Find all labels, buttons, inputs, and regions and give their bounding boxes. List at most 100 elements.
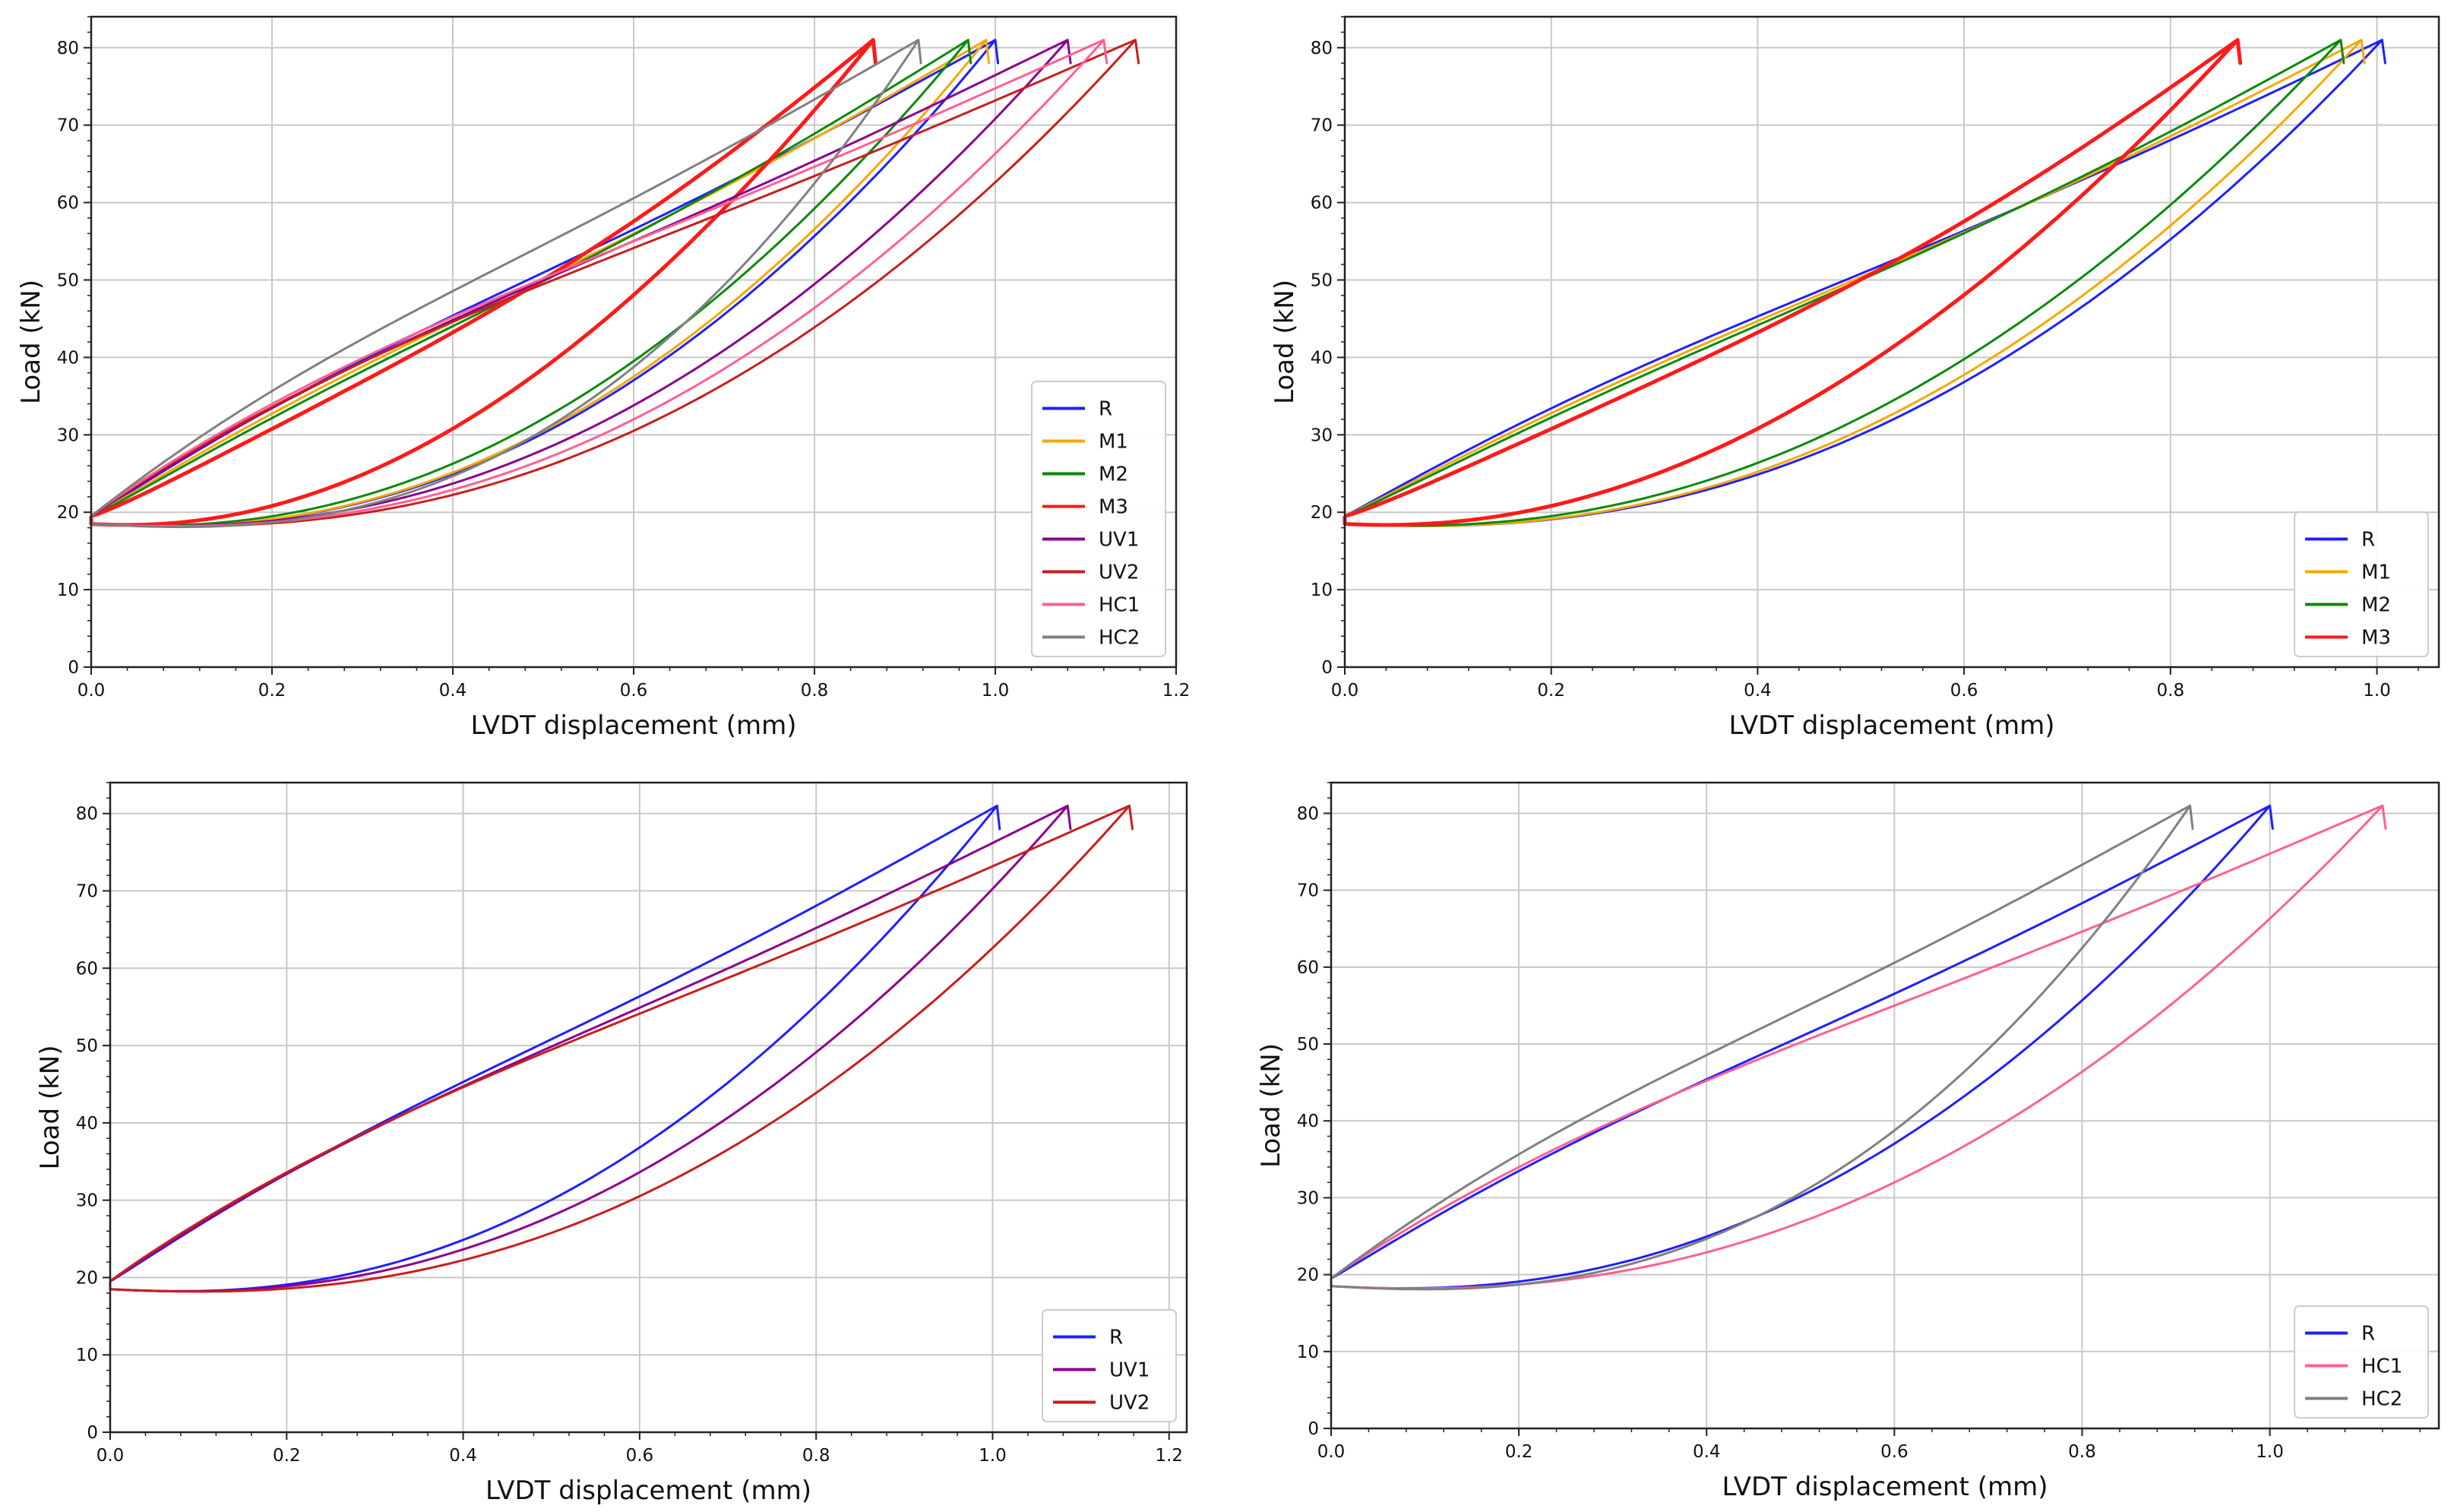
x-tick-label: 0.0 (96, 1446, 125, 1466)
x-tick-label: 1.2 (1162, 681, 1191, 701)
legend-label-hc2: HC2 (2361, 1388, 2402, 1411)
series-line-hc2 (1330, 804, 2194, 1291)
x-tick-label: 0.2 (258, 681, 286, 701)
y-tick-label: 50 (1297, 1035, 1319, 1055)
series-line-m3 (89, 38, 878, 527)
y-tick-label: 80 (1311, 39, 1333, 59)
series-line-r (1343, 39, 2386, 527)
plot-frame (90, 15, 1178, 669)
plot-frame (109, 781, 1188, 1434)
y-tick-label: 30 (76, 1191, 98, 1211)
y-tick-label: 60 (57, 194, 79, 214)
plot-frame (1330, 781, 2440, 1430)
x-tick-label: 1.0 (2256, 1442, 2284, 1462)
y-axis-label: Load (kN) (1256, 1043, 1286, 1168)
x-tick-label: 0.2 (1505, 1442, 1533, 1462)
legend-label-r: R (2361, 529, 2375, 552)
y-tick-label: 0 (68, 658, 79, 678)
series-line-uv2 (109, 805, 1134, 1293)
y-tick-label: 30 (1311, 425, 1333, 445)
x-tick-label: 0.6 (626, 1446, 654, 1466)
legend-label-r: R (1109, 1327, 1123, 1349)
chart-panel-bottom-left: 0.0 0.2 0.4 0.6 0.8 1.0 1.2 0 10 20 30 40 50 60 70 80 LV… (35, 781, 1188, 1506)
legend-box (2294, 511, 2429, 657)
legend-label-m3: M3 (1099, 496, 1128, 519)
legend: R HC1 HC2 (2294, 1305, 2429, 1419)
x-tick-label: 0.0 (77, 681, 106, 701)
series-line-m1 (1343, 39, 2366, 527)
plot-frame (1343, 15, 2440, 669)
x-tick-label: 0.6 (620, 681, 648, 701)
x-tick-label: 0.4 (1744, 681, 1772, 701)
y-tick-label: 80 (57, 39, 79, 59)
chart-panel-top-left: 0.0 0.2 0.4 0.6 0.8 1.0 1.2 0 10 20 30 40 50 60 70 80 LV… (16, 15, 1191, 741)
y-tick-label: 60 (76, 959, 98, 979)
chart-panel-bottom-right: 0.0 0.2 0.4 0.6 0.8 1.0 0 10 20 30 40 50 60 70 80 LVDT … (1256, 781, 2440, 1502)
y-tick-label: 40 (57, 348, 79, 368)
y-tick-label: 10 (1297, 1343, 1319, 1362)
series-line-m2 (90, 39, 972, 527)
x-tick-label: 0.8 (801, 681, 829, 701)
y-tick-label: 40 (1297, 1112, 1319, 1131)
series-line-hc1 (90, 39, 1108, 527)
legend-label-m1: M1 (1099, 431, 1128, 454)
x-tick-label: 0.8 (2157, 681, 2185, 701)
y-tick-label: 40 (76, 1114, 98, 1134)
y-tick-label: 70 (57, 116, 79, 136)
series-line-m1 (90, 39, 991, 527)
x-tick-label: 0.4 (1693, 1442, 1721, 1462)
legend-label-m2: M2 (2361, 594, 2391, 617)
x-tick-label: 0.8 (2068, 1442, 2096, 1462)
y-tick-label: 20 (1311, 503, 1333, 523)
y-tick-label: 80 (1297, 804, 1319, 824)
x-tick-label: 0.6 (1880, 1442, 1909, 1462)
x-tick-label: 1.2 (1155, 1446, 1183, 1466)
legend-label-hc2: HC2 (1099, 627, 1140, 650)
y-tick-label: 0 (87, 1423, 98, 1443)
y-tick-label: 80 (76, 805, 98, 824)
x-axis-label: LVDT displacement (mm) (1729, 710, 2055, 741)
legend-label-r: R (1099, 398, 1112, 421)
y-tick-label: 60 (1297, 958, 1319, 978)
series-line-r (109, 805, 1001, 1292)
y-tick-label: 40 (1311, 348, 1333, 368)
y-tick-label: 10 (57, 580, 79, 600)
legend-label-uv1: UV1 (1109, 1359, 1150, 1382)
legend: R UV1 UV2 (1042, 1309, 1177, 1422)
y-axis-label: Load (kN) (35, 1045, 65, 1169)
chart-panel-top-right: 0.0 0.2 0.4 0.6 0.8 1.0 0 10 20 30 40 50 60 70 80 LVDT … (1270, 15, 2440, 741)
x-tick-label: 0.0 (1317, 1442, 1346, 1462)
x-axis-label: LVDT displacement (mm) (471, 710, 797, 741)
legend-label-r: R (2361, 1323, 2375, 1346)
y-tick-label: 70 (76, 882, 98, 902)
x-tick-label: 1.0 (979, 1446, 1007, 1466)
legend-label-uv1: UV1 (1099, 529, 1139, 552)
x-tick-label: 0.0 (1331, 681, 1359, 701)
legend-label-hc1: HC1 (2361, 1355, 2402, 1378)
legend-label-uv2: UV2 (1109, 1392, 1150, 1415)
y-axis-label: Load (kN) (16, 280, 46, 404)
legend-label-m1: M1 (2361, 561, 2391, 584)
legend: R M1 M2 M3 UV1 UV2 HC1 HC2 (1031, 381, 1166, 657)
x-tick-label: 0.6 (1950, 681, 1978, 701)
legend-box (1031, 381, 1166, 657)
x-tick-label: 1.0 (982, 681, 1010, 701)
x-tick-label: 0.4 (449, 1446, 477, 1466)
legend-label-hc1: HC1 (1099, 594, 1140, 617)
y-tick-label: 0 (1321, 658, 1333, 678)
series-line-hc2 (90, 39, 922, 529)
y-tick-label: 20 (1297, 1266, 1319, 1286)
y-tick-label: 20 (76, 1268, 98, 1288)
series-line-m3 (1343, 38, 2243, 527)
series-line-uv2 (90, 39, 1140, 528)
y-tick-label: 50 (57, 270, 79, 290)
y-tick-label: 70 (1311, 116, 1333, 136)
x-axis-label: LVDT displacement (mm) (485, 1476, 811, 1506)
y-tick-label: 0 (1308, 1419, 1319, 1439)
y-tick-label: 70 (1297, 881, 1319, 901)
y-tick-label: 10 (1311, 580, 1333, 600)
y-tick-label: 10 (76, 1346, 98, 1365)
x-tick-label: 0.2 (273, 1446, 301, 1466)
series-line-hc1 (1330, 804, 2387, 1290)
